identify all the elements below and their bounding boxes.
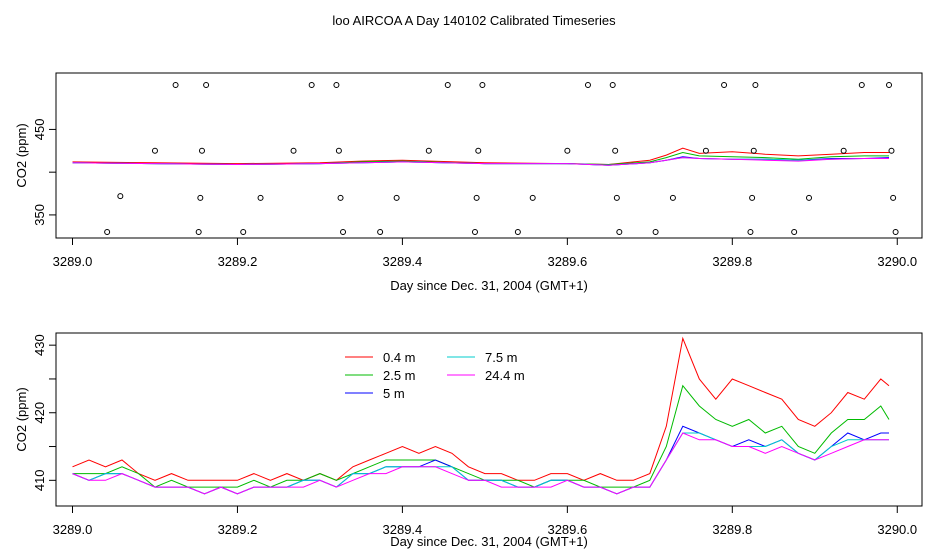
y-tick-label: 430 bbox=[32, 334, 47, 356]
x-tick-label: 3289.4 bbox=[383, 522, 423, 537]
scatter-point bbox=[117, 193, 124, 200]
scatter-point bbox=[750, 147, 757, 154]
scatter-point bbox=[473, 194, 480, 201]
bottom-panel-line: 3289.0 3289.2 3289.4 3289.6 3289.8 3290.0 Day … bbox=[14, 332, 923, 549]
plot-frame bbox=[55, 72, 923, 239]
scatter-point bbox=[721, 81, 728, 88]
scatter-point bbox=[471, 229, 478, 236]
x-tick-label: 3289.8 bbox=[712, 522, 752, 537]
scatter-point bbox=[564, 147, 571, 154]
legend-label: 0.4 m bbox=[383, 350, 416, 365]
series-line-7-5-m bbox=[72, 432, 889, 495]
legend-label: 7.5 m bbox=[485, 350, 518, 365]
scatter-point bbox=[475, 147, 482, 154]
legend-label: 5 m bbox=[383, 386, 405, 401]
scatter-point bbox=[240, 229, 247, 236]
scatter-point bbox=[612, 147, 619, 154]
y-tick-label: 450 bbox=[32, 119, 47, 141]
figure-title: loo AIRCOA A Day 140102 Calibrated Times… bbox=[332, 13, 616, 28]
scatter-point bbox=[749, 194, 756, 201]
scatter-point bbox=[333, 81, 340, 88]
y-tick-label: 350 bbox=[32, 204, 47, 226]
x-tick-label: 3290.0 bbox=[877, 254, 917, 269]
scatter-point bbox=[584, 81, 591, 88]
scatter-point bbox=[340, 229, 347, 236]
y-axis-label: CO2 (ppm) bbox=[14, 123, 29, 187]
scatter-point bbox=[257, 194, 264, 201]
x-tick-label: 3289.2 bbox=[218, 254, 258, 269]
series-line-0-4-m bbox=[72, 147, 889, 166]
legend-label: 24.4 m bbox=[485, 368, 525, 383]
scatter-point bbox=[444, 81, 451, 88]
plot-frame bbox=[55, 332, 923, 507]
series-line-24-4-m bbox=[72, 432, 889, 495]
y-tick-label: 410 bbox=[32, 469, 47, 491]
scatter-point bbox=[377, 229, 384, 236]
x-axis-label: Day since Dec. 31, 2004 (GMT+1) bbox=[390, 534, 588, 549]
scatter-point bbox=[616, 229, 623, 236]
scatter-point bbox=[529, 194, 536, 201]
scatter-point bbox=[890, 194, 897, 201]
top-panel-scatter: 3289.0 3289.2 3289.4 3289.6 3289.8 3290.0 Day … bbox=[14, 72, 923, 293]
y-tick-label: 420 bbox=[32, 402, 47, 424]
scatter-point bbox=[892, 229, 899, 236]
scatter-point bbox=[858, 81, 865, 88]
scatter-point bbox=[308, 81, 315, 88]
x-tick-label: 3289.2 bbox=[218, 522, 258, 537]
scatter-point bbox=[514, 229, 521, 236]
y-axis-label: CO2 (ppm) bbox=[14, 387, 29, 451]
scatter-point bbox=[195, 229, 202, 236]
x-tick-label: 3289.6 bbox=[547, 522, 587, 537]
scatter-point bbox=[479, 81, 486, 88]
scatter-point bbox=[337, 194, 344, 201]
scatter-point bbox=[702, 147, 709, 154]
scatter-point bbox=[609, 81, 616, 88]
scatter-point bbox=[198, 147, 205, 154]
x-tick-label: 3289.8 bbox=[712, 254, 752, 269]
x-tick-label: 3289.6 bbox=[547, 254, 587, 269]
scatter-point bbox=[393, 194, 400, 201]
scatter-point bbox=[613, 194, 620, 201]
scatter-point bbox=[669, 194, 676, 201]
scatter-point bbox=[104, 229, 111, 236]
series-line-5-m bbox=[72, 425, 889, 495]
x-axis-label: Day since Dec. 31, 2004 (GMT+1) bbox=[390, 278, 588, 293]
series-line-24-4-m bbox=[72, 157, 889, 166]
x-tick-label: 3289.4 bbox=[383, 254, 423, 269]
scatter-point bbox=[791, 229, 798, 236]
scatter-point bbox=[888, 147, 895, 154]
scatter-point bbox=[172, 81, 179, 88]
scatter-point bbox=[752, 81, 759, 88]
scatter-point bbox=[197, 194, 204, 201]
x-tick-label: 3289.0 bbox=[53, 254, 93, 269]
scatter-point bbox=[747, 229, 754, 236]
scatter-point bbox=[886, 81, 893, 88]
scatter-point bbox=[425, 147, 432, 154]
scatter-point bbox=[290, 147, 297, 154]
scatter-point bbox=[840, 147, 847, 154]
legend-label: 2.5 m bbox=[383, 368, 416, 383]
scatter-point bbox=[652, 229, 659, 236]
legend: 0.4 m 2.5 m 5 m 7.5 m 24.4 m bbox=[345, 350, 525, 401]
scatter-point bbox=[151, 147, 158, 154]
x-tick-label: 3290.0 bbox=[877, 522, 917, 537]
scatter-point bbox=[335, 147, 342, 154]
x-tick-label: 3289.0 bbox=[53, 522, 93, 537]
scatter-point bbox=[806, 194, 813, 201]
scatter-point bbox=[203, 81, 210, 88]
series-line-0-4-m bbox=[72, 336, 890, 481]
